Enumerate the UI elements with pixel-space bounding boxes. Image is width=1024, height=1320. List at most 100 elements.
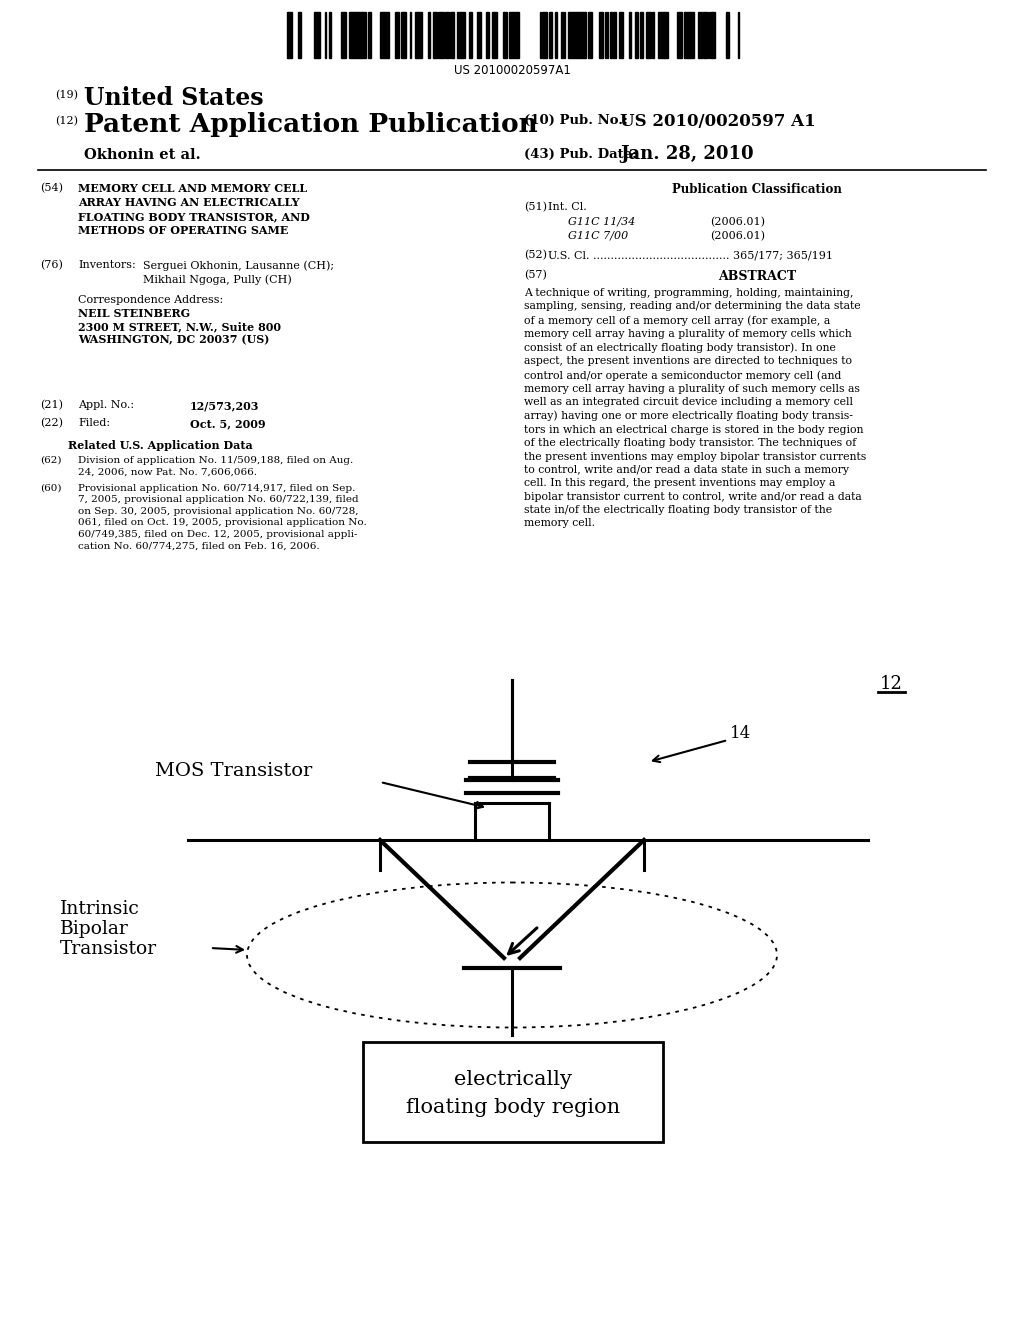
Bar bbox=[354, 12, 357, 58]
Bar bbox=[298, 12, 300, 58]
Text: Filed:: Filed: bbox=[78, 418, 111, 428]
Text: (10) Pub. No.:: (10) Pub. No.: bbox=[524, 114, 628, 127]
Bar bbox=[368, 12, 371, 58]
Bar bbox=[288, 12, 292, 58]
Bar bbox=[613, 12, 616, 58]
Bar bbox=[352, 12, 354, 58]
Bar bbox=[504, 12, 507, 58]
Bar bbox=[362, 1041, 663, 1142]
Text: Serguei Okhonin, Lausanne (CH);: Serguei Okhonin, Lausanne (CH); bbox=[143, 260, 334, 271]
Text: Inventors:: Inventors: bbox=[78, 260, 136, 271]
Bar bbox=[549, 12, 551, 58]
Text: (21): (21) bbox=[40, 400, 63, 411]
Bar bbox=[415, 12, 417, 58]
Bar bbox=[344, 12, 346, 58]
Bar bbox=[433, 12, 436, 58]
Bar bbox=[641, 12, 643, 58]
Bar bbox=[438, 12, 440, 58]
Text: (60): (60) bbox=[40, 484, 61, 492]
Text: 12/573,203: 12/573,203 bbox=[190, 400, 259, 411]
Bar bbox=[652, 12, 654, 58]
Bar bbox=[588, 12, 592, 58]
Bar bbox=[705, 12, 707, 58]
Bar bbox=[703, 12, 705, 58]
Text: Transistor: Transistor bbox=[60, 940, 157, 958]
Text: Oct. 5, 2009: Oct. 5, 2009 bbox=[190, 418, 265, 429]
Bar bbox=[543, 12, 547, 58]
Text: Appl. No.:: Appl. No.: bbox=[78, 400, 134, 411]
Bar bbox=[457, 12, 461, 58]
Bar bbox=[561, 12, 563, 58]
Text: Mikhail Ngoga, Pully (CH): Mikhail Ngoga, Pully (CH) bbox=[143, 275, 292, 285]
Text: Related U.S. Application Data: Related U.S. Application Data bbox=[68, 440, 252, 451]
Bar bbox=[620, 12, 623, 58]
Text: US 2010/0020597 A1: US 2010/0020597 A1 bbox=[620, 114, 816, 129]
Bar bbox=[712, 12, 715, 58]
Bar bbox=[452, 12, 454, 58]
Bar bbox=[486, 12, 489, 58]
Text: (51): (51) bbox=[524, 202, 547, 213]
Text: Division of application No. 11/509,188, filed on Aug.
24, 2006, now Pat. No. 7,6: Division of application No. 11/509,188, … bbox=[78, 455, 353, 477]
Bar bbox=[358, 12, 362, 58]
Bar bbox=[418, 12, 422, 58]
Bar bbox=[577, 12, 581, 58]
Text: electrically: electrically bbox=[454, 1071, 572, 1089]
Text: MOS Transistor: MOS Transistor bbox=[155, 762, 312, 780]
Text: 12: 12 bbox=[880, 675, 903, 693]
Text: Correspondence Address:: Correspondence Address: bbox=[78, 294, 223, 305]
Text: MEMORY CELL AND MEMORY CELL
ARRAY HAVING AN ELECTRICALLY
FLOATING BODY TRANSISTO: MEMORY CELL AND MEMORY CELL ARRAY HAVING… bbox=[78, 183, 310, 236]
Text: Okhonin et al.: Okhonin et al. bbox=[84, 148, 201, 162]
Bar bbox=[329, 12, 331, 58]
Bar bbox=[509, 12, 513, 58]
Bar bbox=[599, 12, 602, 58]
Text: A technique of writing, programming, holding, maintaining,
sampling, sensing, re: A technique of writing, programming, hol… bbox=[524, 288, 866, 528]
Text: G11C 11/34: G11C 11/34 bbox=[568, 216, 635, 227]
Bar bbox=[660, 12, 664, 58]
Bar bbox=[658, 12, 660, 58]
Bar bbox=[573, 12, 577, 58]
Bar bbox=[428, 12, 430, 58]
Text: (62): (62) bbox=[40, 455, 61, 465]
Bar bbox=[440, 12, 444, 58]
Text: (12): (12) bbox=[55, 116, 78, 127]
Text: Provisional application No. 60/714,917, filed on Sep.
7, 2005, provisional appli: Provisional application No. 60/714,917, … bbox=[78, 484, 367, 550]
Bar bbox=[461, 12, 465, 58]
Bar bbox=[513, 12, 517, 58]
Text: Publication Classification: Publication Classification bbox=[672, 183, 842, 195]
Bar bbox=[470, 12, 472, 58]
Text: (2006.01): (2006.01) bbox=[710, 216, 765, 227]
Text: Intrinsic: Intrinsic bbox=[60, 900, 139, 917]
Bar bbox=[380, 12, 384, 58]
Bar bbox=[342, 12, 344, 58]
Text: G11C 7/00: G11C 7/00 bbox=[568, 231, 629, 242]
Text: (22): (22) bbox=[40, 418, 63, 428]
Bar bbox=[395, 12, 399, 58]
Bar bbox=[677, 12, 681, 58]
Bar bbox=[517, 12, 519, 58]
Text: Bipolar: Bipolar bbox=[60, 920, 129, 939]
Text: floating body region: floating body region bbox=[406, 1098, 621, 1117]
Bar bbox=[349, 12, 351, 58]
Bar bbox=[316, 12, 319, 58]
Bar bbox=[635, 12, 638, 58]
Bar bbox=[404, 12, 406, 58]
Text: (54): (54) bbox=[40, 183, 63, 193]
Text: (52): (52) bbox=[524, 249, 547, 260]
Text: 2300 M STREET, N.W., Suite 800: 2300 M STREET, N.W., Suite 800 bbox=[78, 321, 281, 333]
Text: ABSTRACT: ABSTRACT bbox=[718, 271, 796, 282]
Text: (76): (76) bbox=[40, 260, 62, 271]
Text: Patent Application Publication: Patent Application Publication bbox=[84, 112, 538, 137]
Bar bbox=[477, 12, 481, 58]
Bar bbox=[445, 12, 449, 58]
Bar bbox=[450, 12, 452, 58]
Bar bbox=[698, 12, 702, 58]
Bar bbox=[647, 12, 651, 58]
Text: Int. Cl.: Int. Cl. bbox=[548, 202, 587, 213]
Text: U.S. Cl. ....................................... 365/177; 365/191: U.S. Cl. ...............................… bbox=[548, 249, 833, 260]
Text: 14: 14 bbox=[730, 725, 752, 742]
Bar bbox=[569, 12, 573, 58]
Bar bbox=[555, 12, 557, 58]
Text: (19): (19) bbox=[55, 90, 78, 100]
Bar bbox=[493, 12, 497, 58]
Bar bbox=[314, 12, 316, 58]
